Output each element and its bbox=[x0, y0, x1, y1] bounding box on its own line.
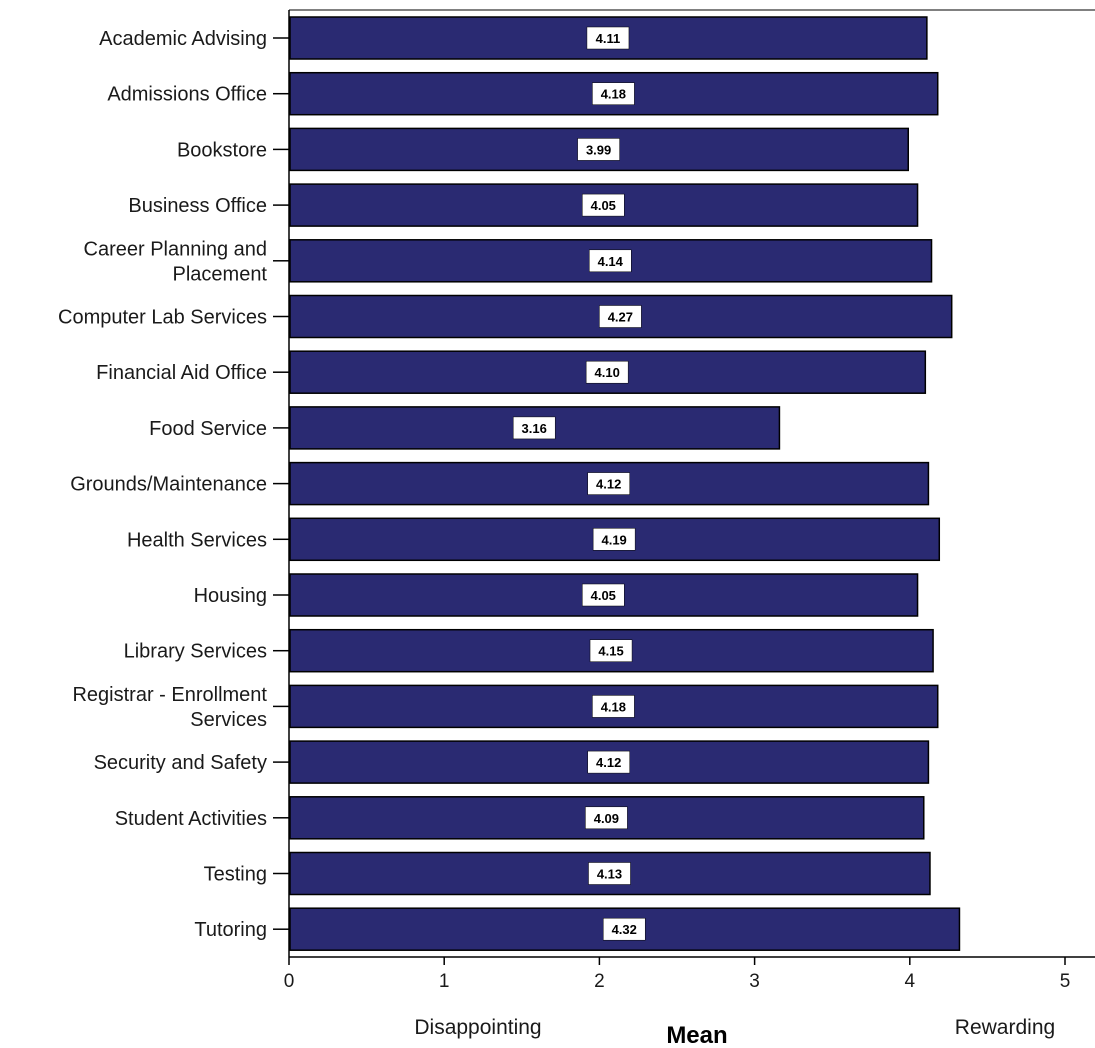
value-label: 4.05 bbox=[591, 588, 616, 603]
category-label: Academic Advising bbox=[99, 28, 267, 50]
x-axis-right-label: Rewarding bbox=[955, 1016, 1055, 1039]
bar bbox=[289, 406, 781, 450]
value-label: 3.16 bbox=[522, 421, 547, 436]
value-label: 3.99 bbox=[586, 142, 611, 157]
bar bbox=[289, 740, 930, 784]
value-label: 4.27 bbox=[608, 310, 633, 325]
value-label: 4.05 bbox=[591, 198, 616, 213]
value-label-box bbox=[589, 639, 633, 662]
value-label: 4.14 bbox=[598, 254, 624, 269]
category-label: Business Office bbox=[128, 195, 267, 217]
bar bbox=[289, 796, 925, 840]
labels-layer: 0 1 2 3 4 5 Academic Advising 4.11 Admissions Of… bbox=[58, 26, 1071, 992]
category-label: Financial Aid Office bbox=[96, 362, 267, 384]
category-label: Security and Safety bbox=[94, 752, 267, 774]
value-label-box bbox=[588, 862, 631, 885]
x-axis-title: Mean bbox=[666, 1022, 727, 1048]
category-label: Tutoring bbox=[194, 919, 267, 941]
value-label-box bbox=[602, 917, 646, 941]
value-label: 4.19 bbox=[601, 532, 626, 547]
value-label-box bbox=[592, 695, 635, 718]
value-label: 4.18 bbox=[601, 87, 626, 102]
category-label: Services bbox=[190, 709, 267, 731]
category-label: Library Services bbox=[124, 641, 267, 663]
value-label: 4.11 bbox=[596, 31, 621, 46]
value-label-box bbox=[587, 472, 630, 495]
x-tick-label: 0 bbox=[284, 971, 295, 992]
category-label: Registrar - Enrollment bbox=[72, 684, 267, 706]
value-label-box bbox=[587, 750, 630, 774]
value-label-box bbox=[585, 806, 628, 830]
value-label: 4.18 bbox=[601, 699, 626, 714]
value-label-box bbox=[585, 360, 629, 384]
category-label: Bookstore bbox=[177, 139, 267, 161]
value-label: 4.10 bbox=[595, 365, 620, 380]
value-label-box bbox=[577, 138, 620, 161]
category-label: Food Service bbox=[149, 418, 267, 440]
value-label-box bbox=[582, 193, 625, 217]
value-label-box bbox=[592, 82, 635, 105]
x-tick-label: 1 bbox=[439, 971, 450, 992]
x-axis-left-label: Disappointing bbox=[414, 1016, 541, 1039]
value-label-box bbox=[586, 26, 630, 50]
category-label: Health Services bbox=[127, 529, 267, 551]
value-label: 4.15 bbox=[598, 644, 623, 659]
category-label: Testing bbox=[204, 864, 267, 886]
x-tick-label: 3 bbox=[749, 971, 760, 992]
value-label-box bbox=[512, 416, 556, 440]
value-label: 4.09 bbox=[594, 811, 619, 826]
value-label: 4.32 bbox=[612, 922, 637, 937]
category-label: Admissions Office bbox=[107, 84, 267, 106]
category-label: Housing bbox=[194, 585, 267, 607]
value-label: 4.12 bbox=[596, 755, 621, 770]
value-label-box bbox=[582, 583, 625, 607]
value-label: 4.12 bbox=[596, 477, 621, 492]
category-label: Placement bbox=[173, 263, 268, 285]
category-label: Career Planning and bbox=[84, 238, 267, 260]
value-label-box bbox=[599, 305, 642, 328]
value-label-box bbox=[592, 528, 636, 551]
category-label: Student Activities bbox=[115, 808, 267, 830]
value-label: 4.13 bbox=[597, 867, 622, 882]
category-label: Computer Lab Services bbox=[58, 307, 267, 329]
x-tick-label: 4 bbox=[905, 971, 916, 992]
x-tick-label: 2 bbox=[594, 971, 605, 992]
value-label-box bbox=[589, 249, 632, 273]
axes-layer bbox=[273, 9, 1095, 965]
category-label: Grounds/Maintenance bbox=[70, 474, 267, 496]
x-tick-label: 5 bbox=[1060, 971, 1071, 992]
